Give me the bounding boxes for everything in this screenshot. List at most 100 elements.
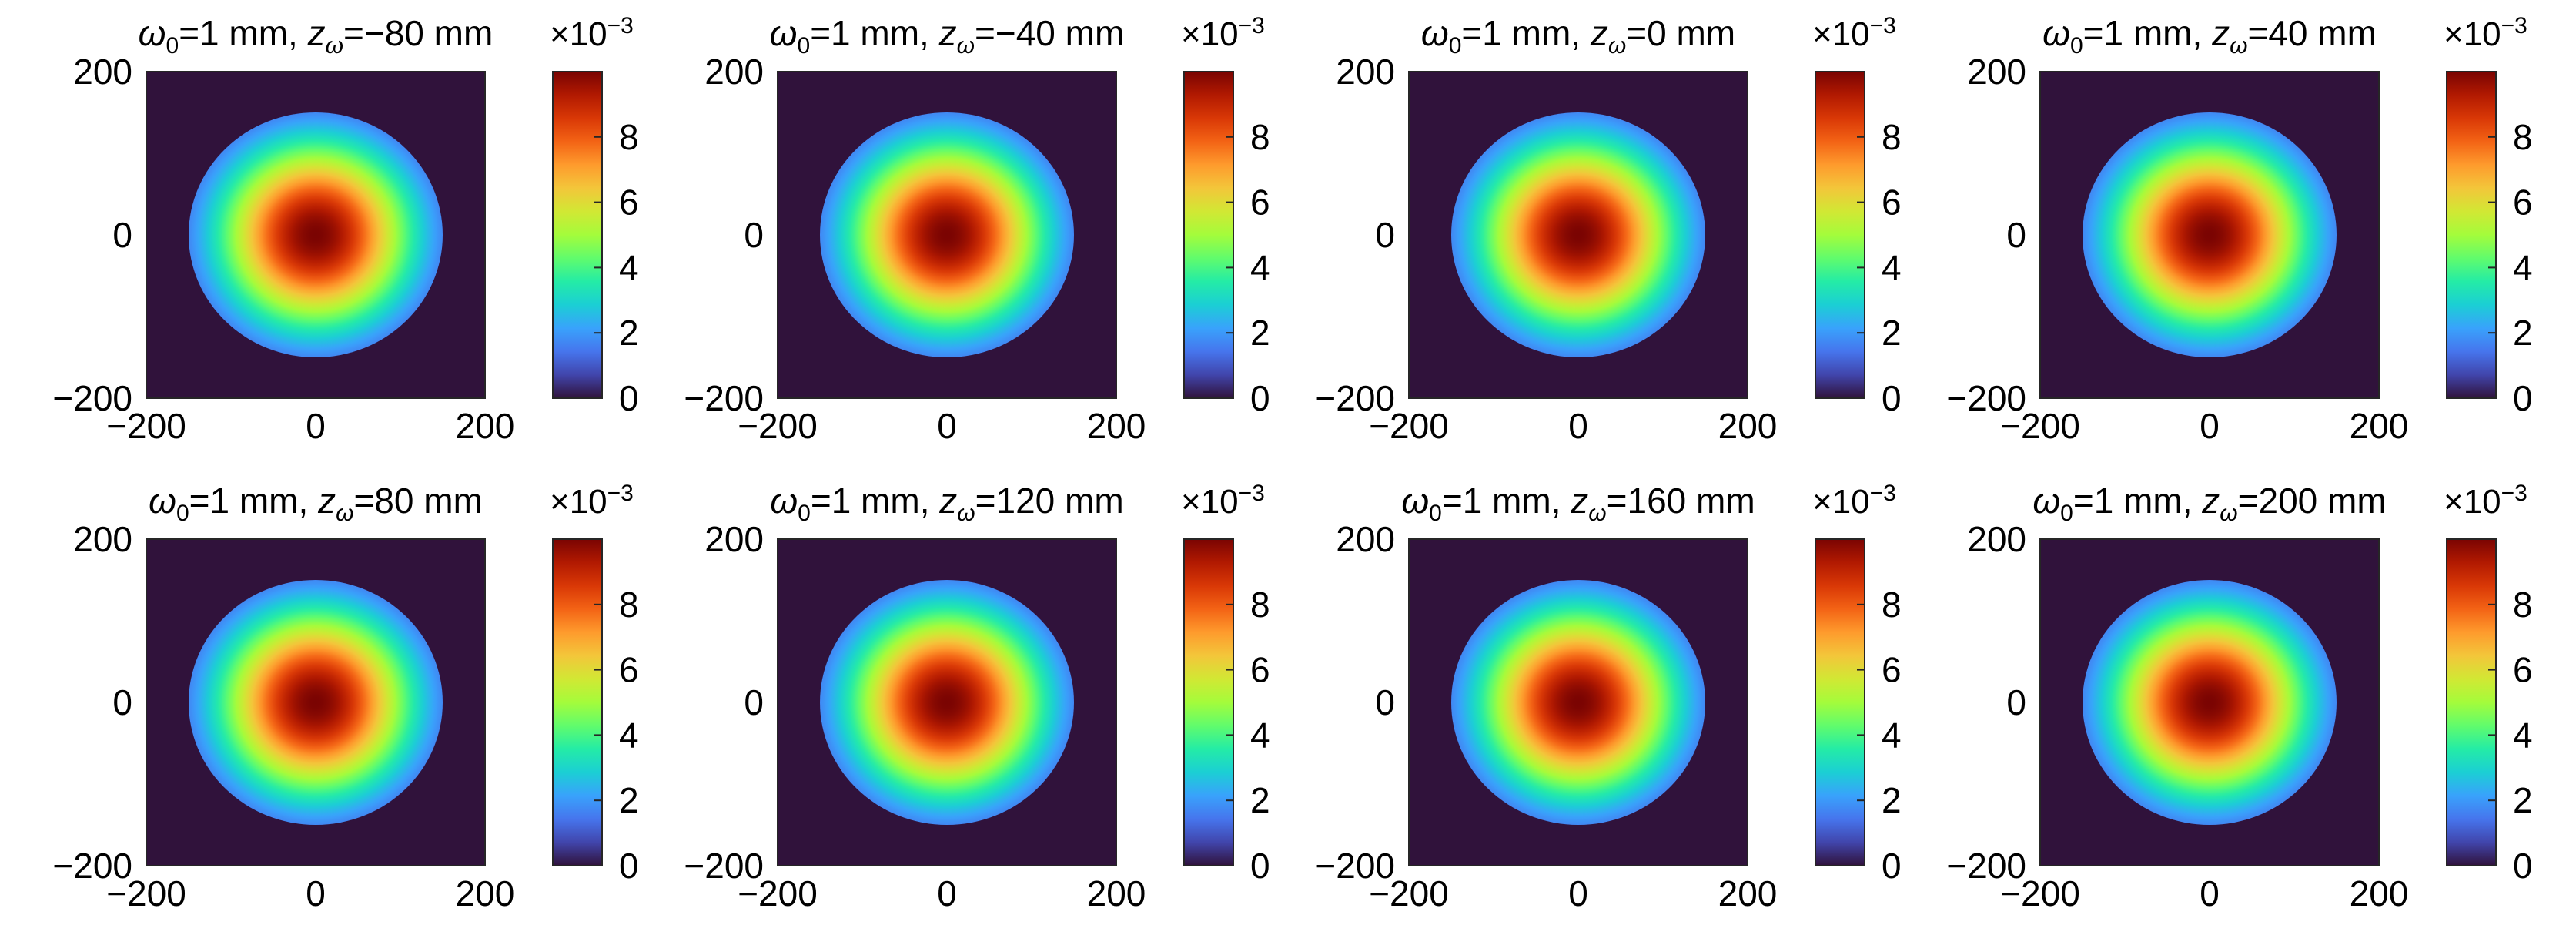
x-tick-label: 200 [1087, 406, 1146, 446]
colorbar-tick-label: 4 [1882, 247, 1902, 287]
colorbar-tick-label: 0 [2513, 378, 2533, 418]
colorbar-tick-label: 2 [1250, 313, 1270, 353]
y-tick-label: −200 [52, 846, 132, 886]
colorbar [1183, 71, 1234, 399]
heatmap-panel: ω0=1 mm, zω=160 mm −200 0 200 −200 0 200 0 2 4 6 8 ×… [1315, 481, 1901, 913]
colorbar-tick-label: 0 [1250, 378, 1270, 418]
panel-title: ω0=1 mm, zω=160 mm [1401, 481, 1755, 526]
colorbar-tick-label: 4 [2513, 247, 2533, 287]
colorbar-tick-label: 6 [619, 183, 639, 223]
y-tick-label: 0 [112, 215, 132, 255]
x-tick-label: 200 [456, 406, 515, 446]
colorbar-tick-label: 8 [1882, 585, 1902, 625]
colorbar-tick-label: 6 [2513, 183, 2533, 223]
colorbar-scale-factor: ×10−3 [2444, 13, 2527, 53]
colorbar-tick-label: 4 [2513, 715, 2533, 755]
x-tick-label: −200 [1369, 406, 1449, 446]
colorbar-tick-label: 8 [1250, 585, 1270, 625]
x-tick-label: 0 [1568, 873, 1588, 913]
beam-intensity-disc [820, 580, 1074, 825]
y-tick-label: 0 [2006, 682, 2026, 722]
y-tick-label: −200 [684, 378, 764, 418]
colorbar-tick-label: 6 [1882, 183, 1902, 223]
colorbar-scale-factor: ×10−3 [550, 13, 634, 53]
axes-frame [777, 538, 1117, 866]
panel-title: ω0=1 mm, zω=−40 mm [770, 13, 1125, 59]
x-tick-label: −200 [106, 406, 186, 446]
colorbar-tick-label: 0 [1882, 378, 1902, 418]
y-tick-label: 0 [1375, 215, 1395, 255]
colorbar-tick-label: 2 [1882, 313, 1902, 353]
y-tick-label: 200 [73, 52, 132, 92]
colorbar [2446, 71, 2497, 399]
beam-intensity-disc [2083, 112, 2337, 357]
x-tick-label: 200 [1087, 873, 1146, 913]
colorbar-tick-label: 6 [1250, 183, 1270, 223]
axes-frame [777, 71, 1117, 399]
y-tick-label: −200 [1315, 846, 1395, 886]
x-tick-label: 200 [1718, 406, 1778, 446]
x-tick-label: 0 [937, 406, 957, 446]
x-tick-label: −200 [2000, 873, 2080, 913]
x-tick-label: −200 [106, 873, 186, 913]
x-tick-label: 200 [2350, 406, 2409, 446]
colorbar-tick-label: 0 [1882, 846, 1902, 886]
panel-title: ω0=1 mm, zω=200 mm [2032, 481, 2386, 526]
x-tick-label: 0 [1568, 406, 1588, 446]
axes-frame [146, 538, 486, 866]
heatmap-panel: ω0=1 mm, zω=80 mm −200 0 200 −200 0 200 0 2 4 6 8 ×1… [52, 481, 638, 913]
x-tick-label: −200 [738, 406, 818, 446]
colorbar-tick-label: 0 [619, 378, 639, 418]
axes-frame [1408, 71, 1748, 399]
y-tick-label: 0 [112, 682, 132, 722]
colorbar-tick-label: 8 [2513, 585, 2533, 625]
heatmap-panel: ω0=1 mm, zω=40 mm −200 0 200 −200 0 200 0 2 4 6 8 ×1… [1946, 13, 2532, 446]
colorbar-tick-label: 2 [619, 780, 639, 820]
axes-frame [1408, 538, 1748, 866]
x-tick-label: 0 [2200, 406, 2220, 446]
colorbar-tick-label: 2 [2513, 780, 2533, 820]
colorbar-tick-label: 2 [1882, 780, 1902, 820]
heatmap-panel: ω0=1 mm, zω=200 mm −200 0 200 −200 0 200 0 2 4 6 8 ×… [1946, 481, 2532, 913]
heatmap-panel: ω0=1 mm, zω=0 mm −200 0 200 −200 0 200 0 2 4 6 8 ×10… [1315, 13, 1901, 446]
x-tick-label: 0 [306, 406, 326, 446]
x-tick-label: −200 [738, 873, 818, 913]
colorbar [1815, 71, 1865, 399]
beam-intensity-disc [189, 112, 443, 357]
colorbar-tick-label: 4 [1250, 247, 1270, 287]
panel-title: ω0=1 mm, zω=120 mm [770, 481, 1123, 526]
colorbar-tick-label: 6 [619, 650, 639, 690]
y-tick-label: −200 [1315, 378, 1395, 418]
beam-intensity-disc [820, 112, 1074, 357]
colorbar-tick-label: 8 [1250, 117, 1270, 157]
x-tick-label: 0 [937, 873, 957, 913]
colorbar-tick-label: 4 [619, 247, 639, 287]
panel-title: ω0=1 mm, zω=0 mm [1421, 13, 1735, 59]
panel-title: ω0=1 mm, zω=40 mm [2042, 13, 2377, 59]
y-tick-label: 0 [2006, 215, 2026, 255]
colorbar-tick-label: 2 [2513, 313, 2533, 353]
y-tick-label: 200 [73, 519, 132, 559]
beam-intensity-disc [1451, 112, 1705, 357]
heatmap-panel: ω0=1 mm, zω=120 mm −200 0 200 −200 0 200 0 2 4 6 8 ×… [684, 481, 1270, 913]
beam-intensity-disc [1451, 580, 1705, 825]
colorbar-scale-factor: ×10−3 [1812, 13, 1896, 53]
x-tick-label: 200 [456, 873, 515, 913]
colorbar-tick-label: 0 [1250, 846, 1270, 886]
colorbar-tick-label: 8 [2513, 117, 2533, 157]
y-tick-label: 0 [744, 215, 764, 255]
colorbar-tick-label: 6 [1250, 650, 1270, 690]
y-tick-label: 200 [704, 52, 764, 92]
colorbar-scale-factor: ×10−3 [1181, 13, 1265, 53]
axes-frame [2039, 538, 2380, 866]
y-tick-label: −200 [52, 378, 132, 418]
y-tick-label: −200 [684, 846, 764, 886]
colorbar [1183, 538, 1234, 866]
y-tick-label: −200 [1946, 846, 2026, 886]
axes-frame [2039, 71, 2380, 399]
colorbar-tick-label: 8 [619, 585, 639, 625]
colorbar-tick-label: 6 [2513, 650, 2533, 690]
x-tick-label: −200 [2000, 406, 2080, 446]
heatmap-panel: ω0=1 mm, zω=−40 mm −200 0 200 −200 0 200 0 2 4 6 8 ×… [684, 13, 1270, 446]
axes-frame [146, 71, 486, 399]
